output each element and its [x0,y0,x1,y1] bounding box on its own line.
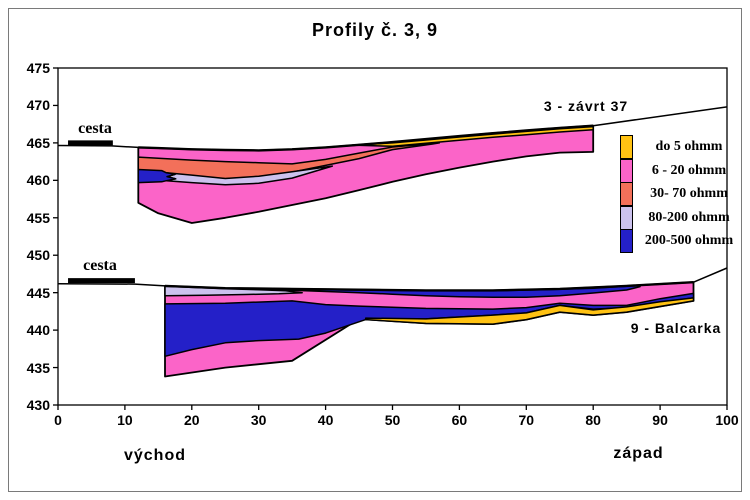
legend-swatch [620,158,633,183]
road-label-lower: cesta [83,257,117,274]
legend-swatch [620,182,633,206]
legend-label: do 5 ohmm [655,139,723,154]
y-tick-label: 455 [26,209,50,226]
y-tick-label: 450 [26,247,50,264]
y-tick-label: 470 [26,97,50,114]
legend-label: 80-200 ohmm [648,209,730,225]
ground-surface-line [138,124,594,152]
legend-swatch [620,135,633,159]
y-tick-label: 465 [26,134,50,151]
resistivity-layer [137,168,177,184]
legend-label: 6 - 20 ohmm [651,162,727,178]
x-tick-label: 70 [518,412,535,428]
x-tick-label: 40 [317,412,334,428]
y-tick-label: 460 [26,172,50,189]
y-tick-label: 435 [26,359,50,376]
x-tick-label: 10 [117,412,133,428]
ground-line-left [57,282,166,287]
x-tick-label: 20 [184,412,200,428]
outer-border [8,8,742,492]
y-tick-label: 445 [26,284,50,301]
resistivity-layer [364,297,695,325]
legend-swatch [620,205,633,230]
x-tick-label: 60 [451,412,468,428]
legend-swatch [620,229,633,253]
road-label-upper: cesta [78,120,112,137]
ground-surface-line [164,281,694,292]
x-axis-label-west: západ [613,445,664,462]
profile-9-label: 9 - Balcarka [630,320,722,336]
x-tick-label: 100 [715,412,739,428]
ground-line-right [693,267,728,283]
x-tick-label: 90 [652,412,668,428]
x-axis-label-east: východ [123,447,186,464]
x-tick-label: 30 [250,412,267,428]
legend-label: 200-500 ohmm [644,233,734,248]
x-tick-label: 50 [384,412,401,428]
y-tick-label: 475 [26,60,50,76]
profile-3-label: 3 - závrt 37 [543,98,629,114]
x-tick-label: 80 [585,412,601,428]
x-tick-label: 0 [54,412,62,428]
chart-title: Profily č. 3, 9 [311,20,439,40]
ground-line-right [593,106,728,127]
ground-line-left [57,144,139,149]
legend-label: 30- 70 ohmm [650,186,728,201]
y-tick-label: 440 [26,322,50,339]
y-tick-label: 430 [26,397,50,413]
